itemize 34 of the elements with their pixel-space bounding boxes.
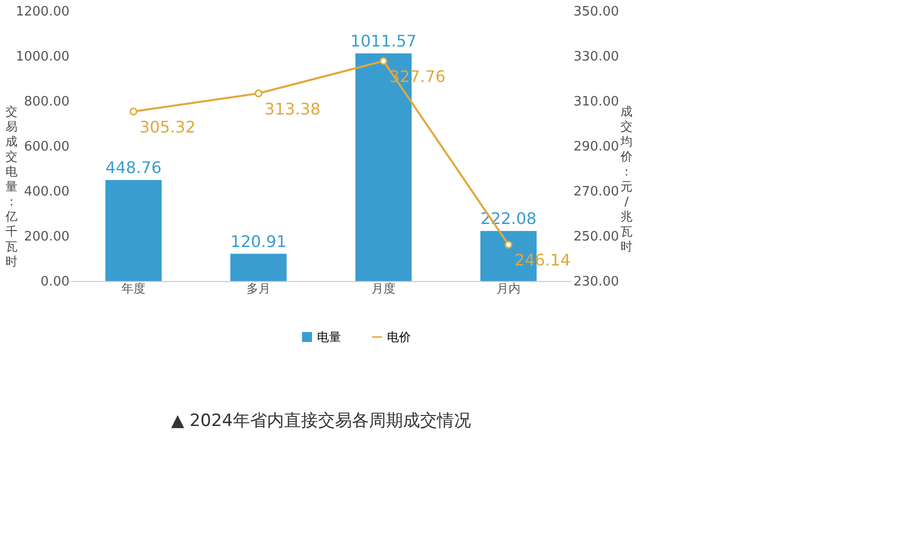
legend-label: 电价 [387, 330, 411, 344]
y2-tick-label: 270.00 [574, 184, 619, 200]
text: 成交均价：元/兆瓦时 [620, 104, 632, 254]
data-label: 1011.57 [350, 31, 417, 50]
y2-tick-label: 290.00 [574, 140, 619, 154]
y-tick-label: 1200.00 [16, 4, 70, 20]
bar [105, 180, 162, 281]
text: 交易成交电量：亿千瓦时 [6, 104, 18, 268]
y2-tick-label: 310.00 [574, 94, 619, 110]
point [254, 89, 262, 98]
y-tick-label: 800.00 [24, 94, 70, 110]
data-label: 120.91 [230, 232, 286, 251]
point [380, 57, 388, 65]
y2-tick-label: 350.00 [574, 4, 619, 20]
point [504, 240, 512, 249]
y2-tick-label: 250.00 [574, 230, 619, 244]
x-tick-label: 月度 [372, 282, 396, 296]
data-label: 448.76 [106, 158, 162, 178]
x-tick-label: 年度 [122, 282, 146, 296]
bar [230, 254, 287, 281]
y-tick-label: 600.00 [24, 140, 70, 154]
y-tick-label: 0.00 [40, 274, 70, 290]
y-tick-label: 200.00 [24, 230, 70, 244]
point [130, 108, 138, 116]
data-label: 313.38 [264, 99, 320, 118]
x-tick-label: 月内 [496, 282, 520, 296]
legend-label: 电量 [317, 330, 341, 344]
y-tick-label: 1000.00 [16, 50, 70, 64]
y2-tick-label: 230.00 [574, 274, 619, 290]
text: ▲ 2024年省内直接交易各周期成交情况 [171, 411, 471, 431]
x-tick-label: 多月 [246, 282, 270, 296]
y2-tick-label: 330.00 [574, 50, 619, 64]
data-label: 305.32 [140, 118, 196, 137]
y-tick-label: 400.00 [24, 184, 70, 200]
